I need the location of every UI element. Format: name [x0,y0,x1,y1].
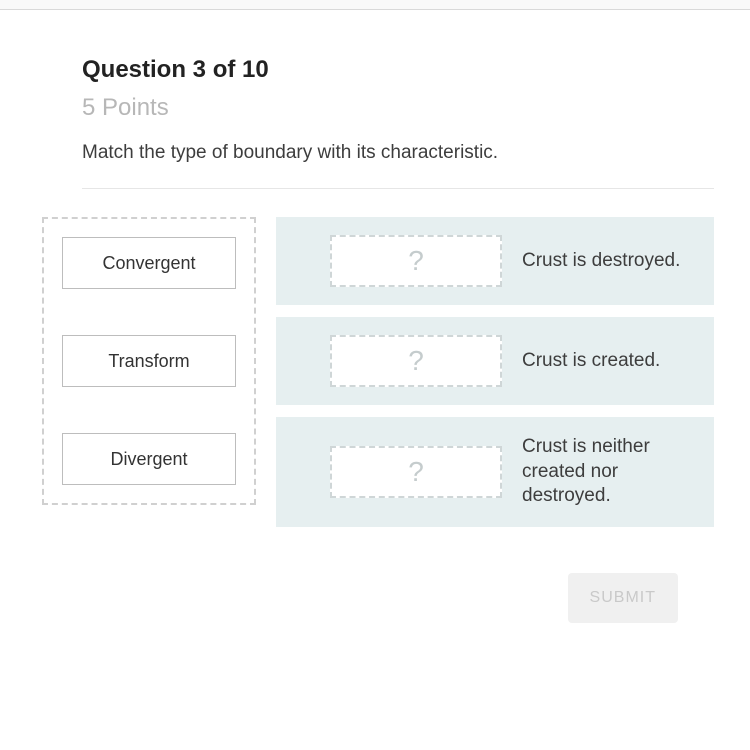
drop-placeholder: ? [408,345,424,377]
target-row: ? Crust is destroyed. [276,217,714,305]
drop-slot-3[interactable]: ? [330,446,502,498]
targets-panel: ? Crust is destroyed. ? Crust is created… [276,217,714,527]
term-card-convergent[interactable]: Convergent [62,237,236,289]
drop-placeholder: ? [408,245,424,277]
target-row: ? Crust is neither created nor destroyed… [276,417,714,527]
target-text: Crust is destroyed. [522,249,680,274]
question-title: Question 3 of 10 [82,56,714,84]
submit-button[interactable]: SUBMIT [568,573,678,623]
question-prompt: Match the type of boundary with its char… [82,142,714,164]
target-text: Crust is neither created nor destroyed. [522,435,696,509]
question-points: 5 Points [82,94,714,122]
drop-slot-1[interactable]: ? [330,235,502,287]
question-container: Question 3 of 10 5 Points Match the type… [0,10,750,623]
term-card-transform[interactable]: Transform [62,335,236,387]
drop-slot-2[interactable]: ? [330,335,502,387]
match-area: Convergent Transform Divergent ? Crust i… [42,217,714,527]
submit-row: SUBMIT [82,573,714,623]
target-row: ? Crust is created. [276,317,714,405]
divider [82,188,714,189]
terms-panel: Convergent Transform Divergent [42,217,256,505]
target-text: Crust is created. [522,349,660,374]
term-label: Divergent [110,449,187,470]
submit-label: SUBMIT [590,589,656,606]
drop-placeholder: ? [408,456,424,488]
term-label: Convergent [102,253,195,274]
term-label: Transform [108,351,189,372]
term-card-divergent[interactable]: Divergent [62,433,236,485]
top-bar [0,0,750,10]
